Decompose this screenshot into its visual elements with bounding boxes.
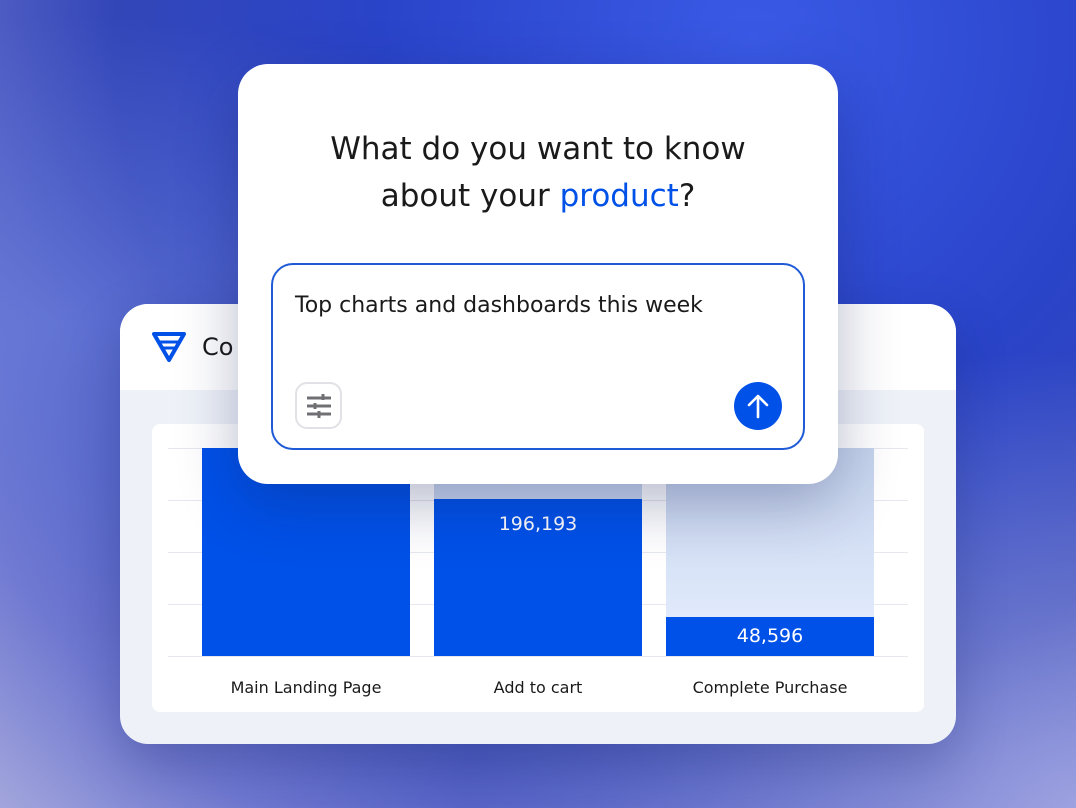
x-tick-label: Main Landing Page [230,678,382,697]
filter-button[interactable] [295,382,342,429]
prompt-input-value[interactable]: Top charts and dashboards this week [295,293,703,318]
prompt-input[interactable]: Top charts and dashboards this week [271,263,805,450]
sliders-icon [306,393,331,418]
question-line-1: What do you want to know [330,131,746,167]
question-text: about your [380,178,560,214]
prompt-question: What do you want to know about your prod… [238,126,838,220]
bar-value-label: 48,596 [736,625,804,648]
arrow-up-icon [747,394,769,419]
bar-value-label: 196,193 [498,513,578,536]
bar-1: 196,193 [434,499,642,656]
question-line-2: about your product? [238,173,838,220]
bar-2: 48,596 [666,617,874,656]
x-tick-label: Complete Purchase [692,678,848,697]
send-button[interactable] [734,382,782,430]
question-mark: ? [678,178,696,214]
question-highlight: product [559,178,679,214]
card-title: Co [202,333,234,361]
ask-modal: What do you want to know about your prod… [238,64,838,484]
funnel-icon [152,332,186,362]
x-tick-label: Add to cart [493,678,583,697]
gridline [168,656,908,657]
